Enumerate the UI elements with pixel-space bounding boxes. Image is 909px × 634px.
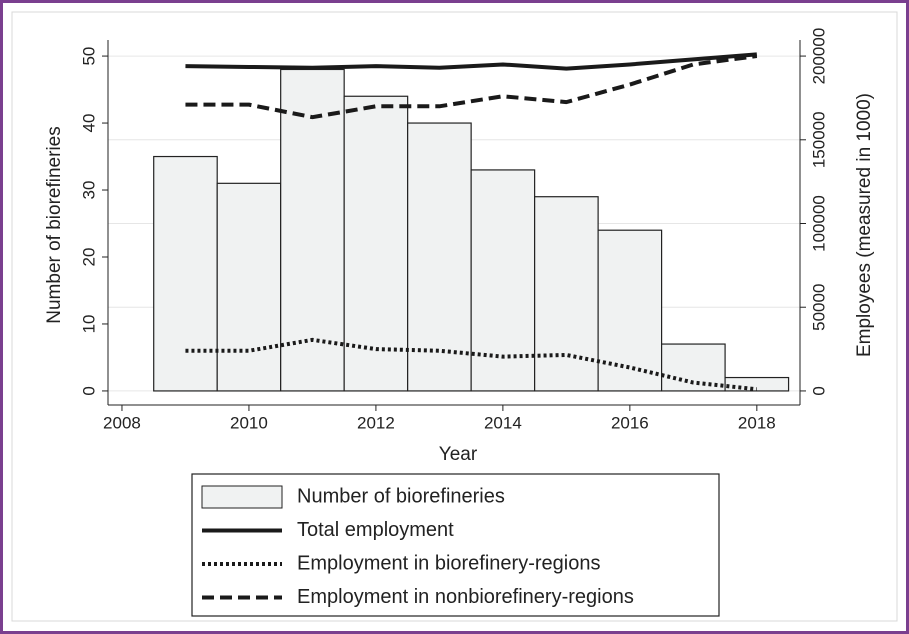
bar [597, 229, 663, 392]
bar [534, 196, 599, 392]
legend-label: Employment in biorefinery-regions [297, 552, 600, 574]
y2-tick-label: 150000 [809, 111, 828, 168]
x-tick-label: 2018 [738, 413, 776, 432]
chart: Year Number of biorefineries Employees (… [11, 11, 898, 622]
y2-tick-label: 0 [809, 386, 828, 395]
bar [216, 182, 282, 392]
y-tick-label: 50 [79, 47, 98, 66]
y2-tick-label: 200000 [809, 28, 828, 85]
x-axis-label: Year [439, 444, 478, 465]
bar [280, 68, 345, 392]
y-tick-label: 20 [79, 248, 98, 267]
line [185, 52, 757, 71]
line [185, 54, 758, 120]
bar [343, 95, 409, 392]
y-tick-label: 30 [79, 181, 98, 200]
x-tick-label: 2016 [611, 413, 649, 432]
legend-label: Number of biorefineries [297, 485, 505, 507]
y-tick-label: 10 [79, 315, 98, 334]
legend-label: Total employment [297, 519, 454, 541]
y2-tick-label: 100000 [809, 195, 828, 252]
x-tick-label: 2008 [103, 413, 141, 432]
bar [153, 155, 218, 392]
bar [470, 169, 536, 392]
legend-key [201, 485, 283, 509]
y2-tick-label: 50000 [809, 284, 828, 331]
line [185, 337, 758, 392]
bar [407, 122, 472, 392]
x-tick-label: 2012 [357, 413, 395, 432]
legend-label: Employment in nonbiorefinery-regions [297, 586, 634, 608]
y2-axis-label: Employees (measured in 1000) [854, 93, 875, 357]
y-tick-label: 0 [79, 386, 98, 395]
y-tick-label: 40 [79, 114, 98, 133]
x-tick-label: 2014 [484, 413, 522, 432]
x-tick-label: 2010 [230, 413, 268, 432]
y-axis-label: Number of biorefineries [44, 126, 65, 323]
